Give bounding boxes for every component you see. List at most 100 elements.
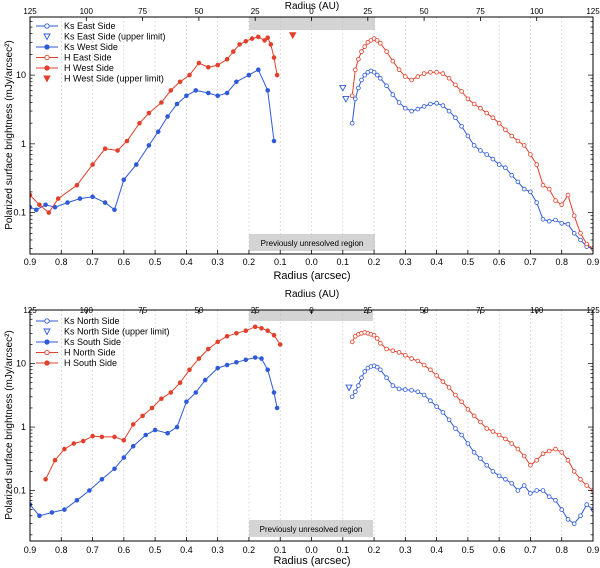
data-point [509, 441, 515, 446]
data-point [509, 480, 515, 486]
data-point [503, 127, 508, 133]
data-point [146, 110, 152, 116]
data-point [137, 120, 142, 126]
x-tick-label: 0.6 [493, 545, 506, 555]
data-point [234, 79, 239, 85]
legend-label: Ks North Side [64, 316, 120, 326]
unresolved-band-bottom [249, 310, 373, 321]
top-tick-label: 125 [586, 7, 600, 16]
data-point [584, 241, 589, 247]
x-tick-label: 0.6 [118, 257, 131, 267]
x-tick-label: 0.8 [55, 257, 68, 267]
data-point [390, 58, 396, 64]
data-point [553, 217, 558, 223]
data-point [459, 399, 464, 405]
top-tick-label: 0 [309, 7, 314, 16]
series-h-south-side [43, 324, 283, 482]
data-point [43, 202, 48, 208]
data-point [146, 143, 152, 148]
x-tick-label: 0.2 [368, 545, 381, 555]
top-tick-label: 75 [138, 7, 147, 16]
data-point [224, 56, 230, 62]
top-tick-label: 50 [194, 7, 203, 16]
data-point [515, 488, 521, 493]
legend-item: Ks South Side [36, 337, 121, 347]
data-point [490, 429, 496, 434]
x-tick-label: 0.5 [462, 545, 475, 555]
data-point [87, 488, 92, 493]
x-tick-label: 0.1 [274, 257, 287, 267]
data-point [434, 70, 439, 75]
data-point [534, 457, 539, 463]
data-point [271, 332, 277, 338]
legend-swatch-marker [43, 33, 51, 41]
data-point [71, 441, 77, 446]
data-point [559, 202, 564, 208]
data-point [259, 356, 264, 361]
data-point [46, 210, 52, 215]
y-tick-label: 0.1 [13, 208, 26, 218]
x-tick-label: 0.0 [305, 545, 318, 555]
data-point [490, 469, 496, 474]
data-point [274, 405, 280, 411]
data-point [362, 369, 368, 374]
top-tick-label: 25 [363, 306, 372, 315]
x-axis-title-top: Radius (arcsec) [273, 270, 350, 282]
data-point [196, 356, 202, 361]
data-point [553, 198, 558, 203]
data-point [396, 350, 402, 355]
top-tick-label: 100 [530, 306, 544, 315]
data-point [471, 413, 477, 419]
x-tick-label: 0.3 [211, 545, 224, 555]
data-point [578, 476, 583, 482]
unresolved-band-top [249, 17, 375, 30]
data-point [453, 392, 458, 398]
data-point [459, 432, 464, 438]
unresolved-label-top: Previously unresolved region [261, 239, 364, 248]
data-point [37, 513, 42, 519]
data-point [349, 394, 355, 400]
data-point [409, 77, 414, 83]
series-ks-east-side-upper-limit- [339, 85, 350, 103]
top-tick-label: 100 [530, 7, 544, 16]
data-point [377, 367, 383, 373]
data-point [90, 433, 95, 439]
data-point [459, 124, 464, 129]
data-point [168, 88, 174, 93]
data-point [165, 430, 170, 436]
legend-label: Ks North Side (upper limit) [64, 327, 170, 337]
data-point [446, 108, 452, 114]
data-point [453, 115, 458, 120]
data-point [52, 457, 58, 463]
data-point [434, 404, 439, 409]
data-point [274, 72, 280, 78]
data-point [215, 93, 221, 99]
legend-swatch-marker [44, 65, 50, 71]
data-point [465, 407, 471, 412]
data-point [37, 202, 42, 208]
data-point [540, 217, 546, 222]
top-tick-label: 100 [80, 306, 94, 315]
data-point [496, 120, 502, 126]
data-point [553, 446, 558, 452]
top-tick-label: 125 [23, 7, 37, 16]
series-h-east-side [349, 36, 593, 251]
data-point [478, 148, 483, 153]
data-point [559, 449, 564, 455]
y-axis-title-bottom: Polarized surface brightness (mJy/arcsec… [4, 330, 15, 520]
data-point [478, 419, 483, 425]
data-point [465, 133, 471, 139]
data-point [140, 413, 145, 419]
data-point [362, 44, 368, 49]
data-point [265, 35, 271, 40]
x-tick-label: 0.4 [180, 257, 193, 267]
data-point [553, 497, 558, 503]
data-point [124, 138, 130, 144]
legend-label: H North Side [64, 348, 116, 358]
data-point [509, 133, 515, 139]
data-point [565, 221, 571, 227]
data-point [374, 72, 380, 78]
data-point [384, 49, 389, 54]
